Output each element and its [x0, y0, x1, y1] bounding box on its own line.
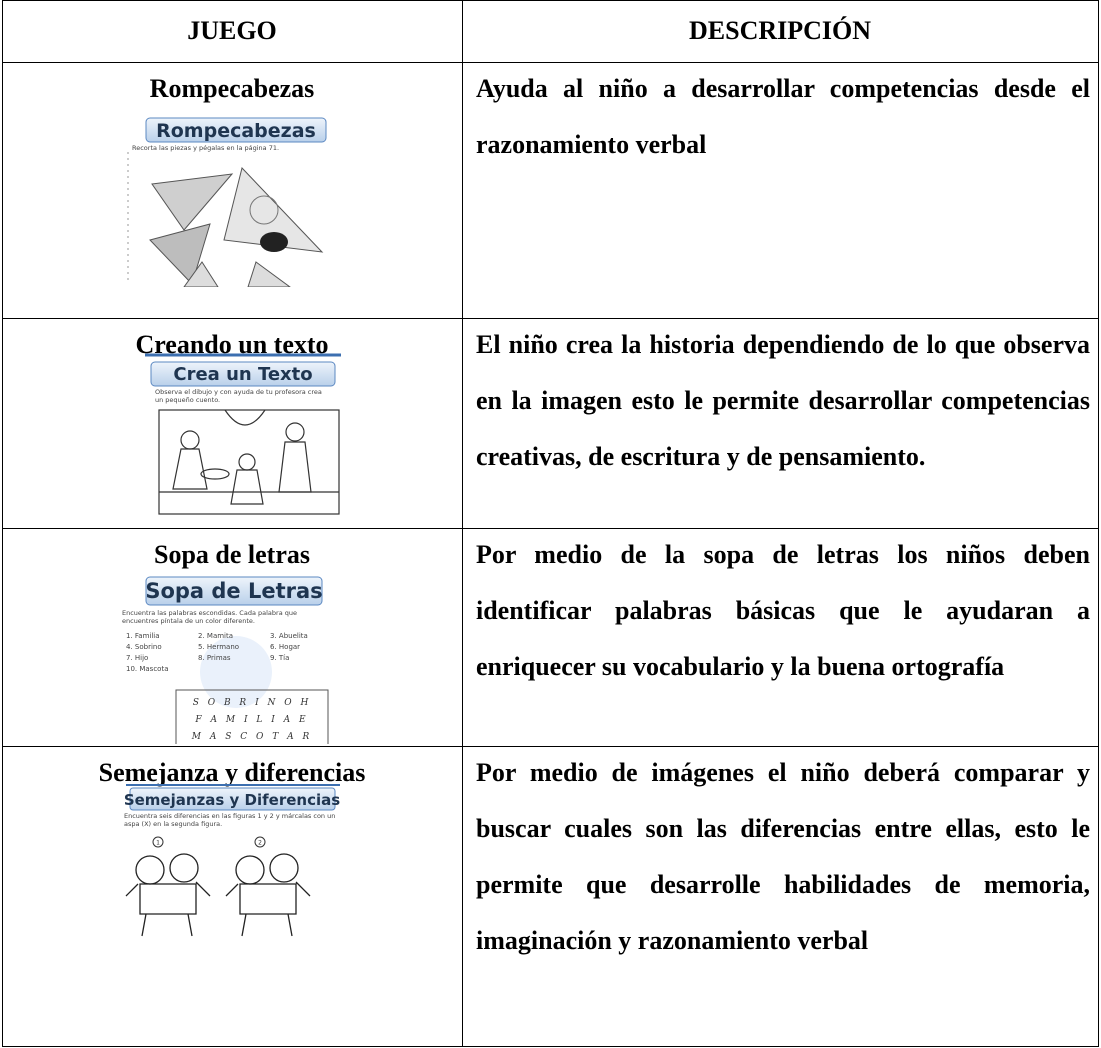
- decoration: [260, 232, 288, 252]
- illustration: [125, 853, 311, 937]
- figure-marker: [152, 836, 164, 848]
- game-name: Sopa de letras: [154, 540, 310, 569]
- game-name: Rompecabezas: [149, 74, 315, 103]
- illustration: [158, 409, 340, 515]
- description: Por medio de imágenes el niño deberá com…: [476, 758, 1090, 955]
- rule: [2, 528, 1099, 529]
- word-item: 10. Mascota: [126, 665, 169, 673]
- heading-box: [145, 117, 327, 143]
- image-instruction: Observa el dibujo y con ayuda de tu prof…: [155, 388, 322, 404]
- image-instruction: Recorta las piezas y pégalas en la págin…: [132, 144, 280, 152]
- image-heading: Crea un Texto: [173, 364, 312, 385]
- rule: [2, 318, 1099, 319]
- puzzle-piece: [183, 261, 219, 287]
- grid-row: M A S C O T A R: [191, 732, 312, 742]
- word-item: 3. Abuelita: [270, 632, 308, 640]
- rule: [2, 0, 1099, 1]
- header-cell: JUEGO: [187, 16, 277, 45]
- figure-label: 2: [258, 840, 262, 847]
- figure-label: 1: [156, 840, 160, 847]
- description: Ayuda al niño a desarrollar competencias…: [476, 74, 1090, 159]
- grid-row: S O B R I N O H: [193, 698, 312, 708]
- heading-box: [150, 361, 336, 387]
- rule: [2, 62, 1099, 63]
- heading-box: [129, 787, 336, 811]
- word-item: 9. Tía: [270, 654, 289, 662]
- word-item: 8. Primas: [198, 654, 231, 662]
- rule: [462, 0, 463, 1047]
- puzzle-piece: [151, 173, 234, 231]
- worksheet-image: Sopa de Letras Encuentra las palabras es…: [122, 576, 329, 744]
- image-heading: Sopa de Letras: [145, 579, 322, 603]
- heading-box: [145, 576, 323, 606]
- image-instruction: Encuentra seis diferencias en las figura…: [124, 812, 336, 828]
- word-item: 5. Hermano: [198, 643, 239, 651]
- worksheet-image: Crea un Texto Observa el dibujo y con ay…: [145, 353, 341, 515]
- header-cell: DESCRIPCIÓN: [688, 16, 872, 45]
- image-heading: Rompecabezas: [156, 120, 316, 142]
- rule: [2, 0, 3, 1047]
- word-item: 2. Mamita: [198, 632, 233, 640]
- word-item: 1. Familia: [126, 632, 160, 640]
- description: El niño crea la historia dependiendo de …: [476, 330, 1090, 471]
- worksheet-image: Rompecabezas Recorta las piezas y pégala…: [127, 117, 327, 287]
- word-item: 6. Hogar: [270, 643, 300, 651]
- rule: [2, 1046, 1099, 1047]
- image-heading: Semejanzas y Diferencias: [124, 791, 340, 809]
- puzzle-piece: [247, 261, 291, 287]
- grid-row: F A M I L I A E: [194, 715, 308, 725]
- decoration: [249, 195, 279, 225]
- description: Por medio de la sopa de letras los niños…: [476, 540, 1090, 681]
- figure-marker: [254, 836, 266, 848]
- letter-grid: [175, 689, 329, 744]
- rule: [1098, 0, 1099, 1047]
- worksheet-image: Semejanzas y Diferencias Encuentra seis …: [124, 784, 340, 937]
- rule: [2, 746, 1099, 747]
- image-instruction: Encuentra las palabras escondidas. Cada …: [122, 609, 297, 625]
- word-item: 4. Sobrino: [126, 643, 162, 651]
- game-name: Semejanza y diferencias: [98, 758, 366, 787]
- puzzle-piece: [149, 223, 211, 285]
- word-item: 7. Hijo: [126, 654, 148, 662]
